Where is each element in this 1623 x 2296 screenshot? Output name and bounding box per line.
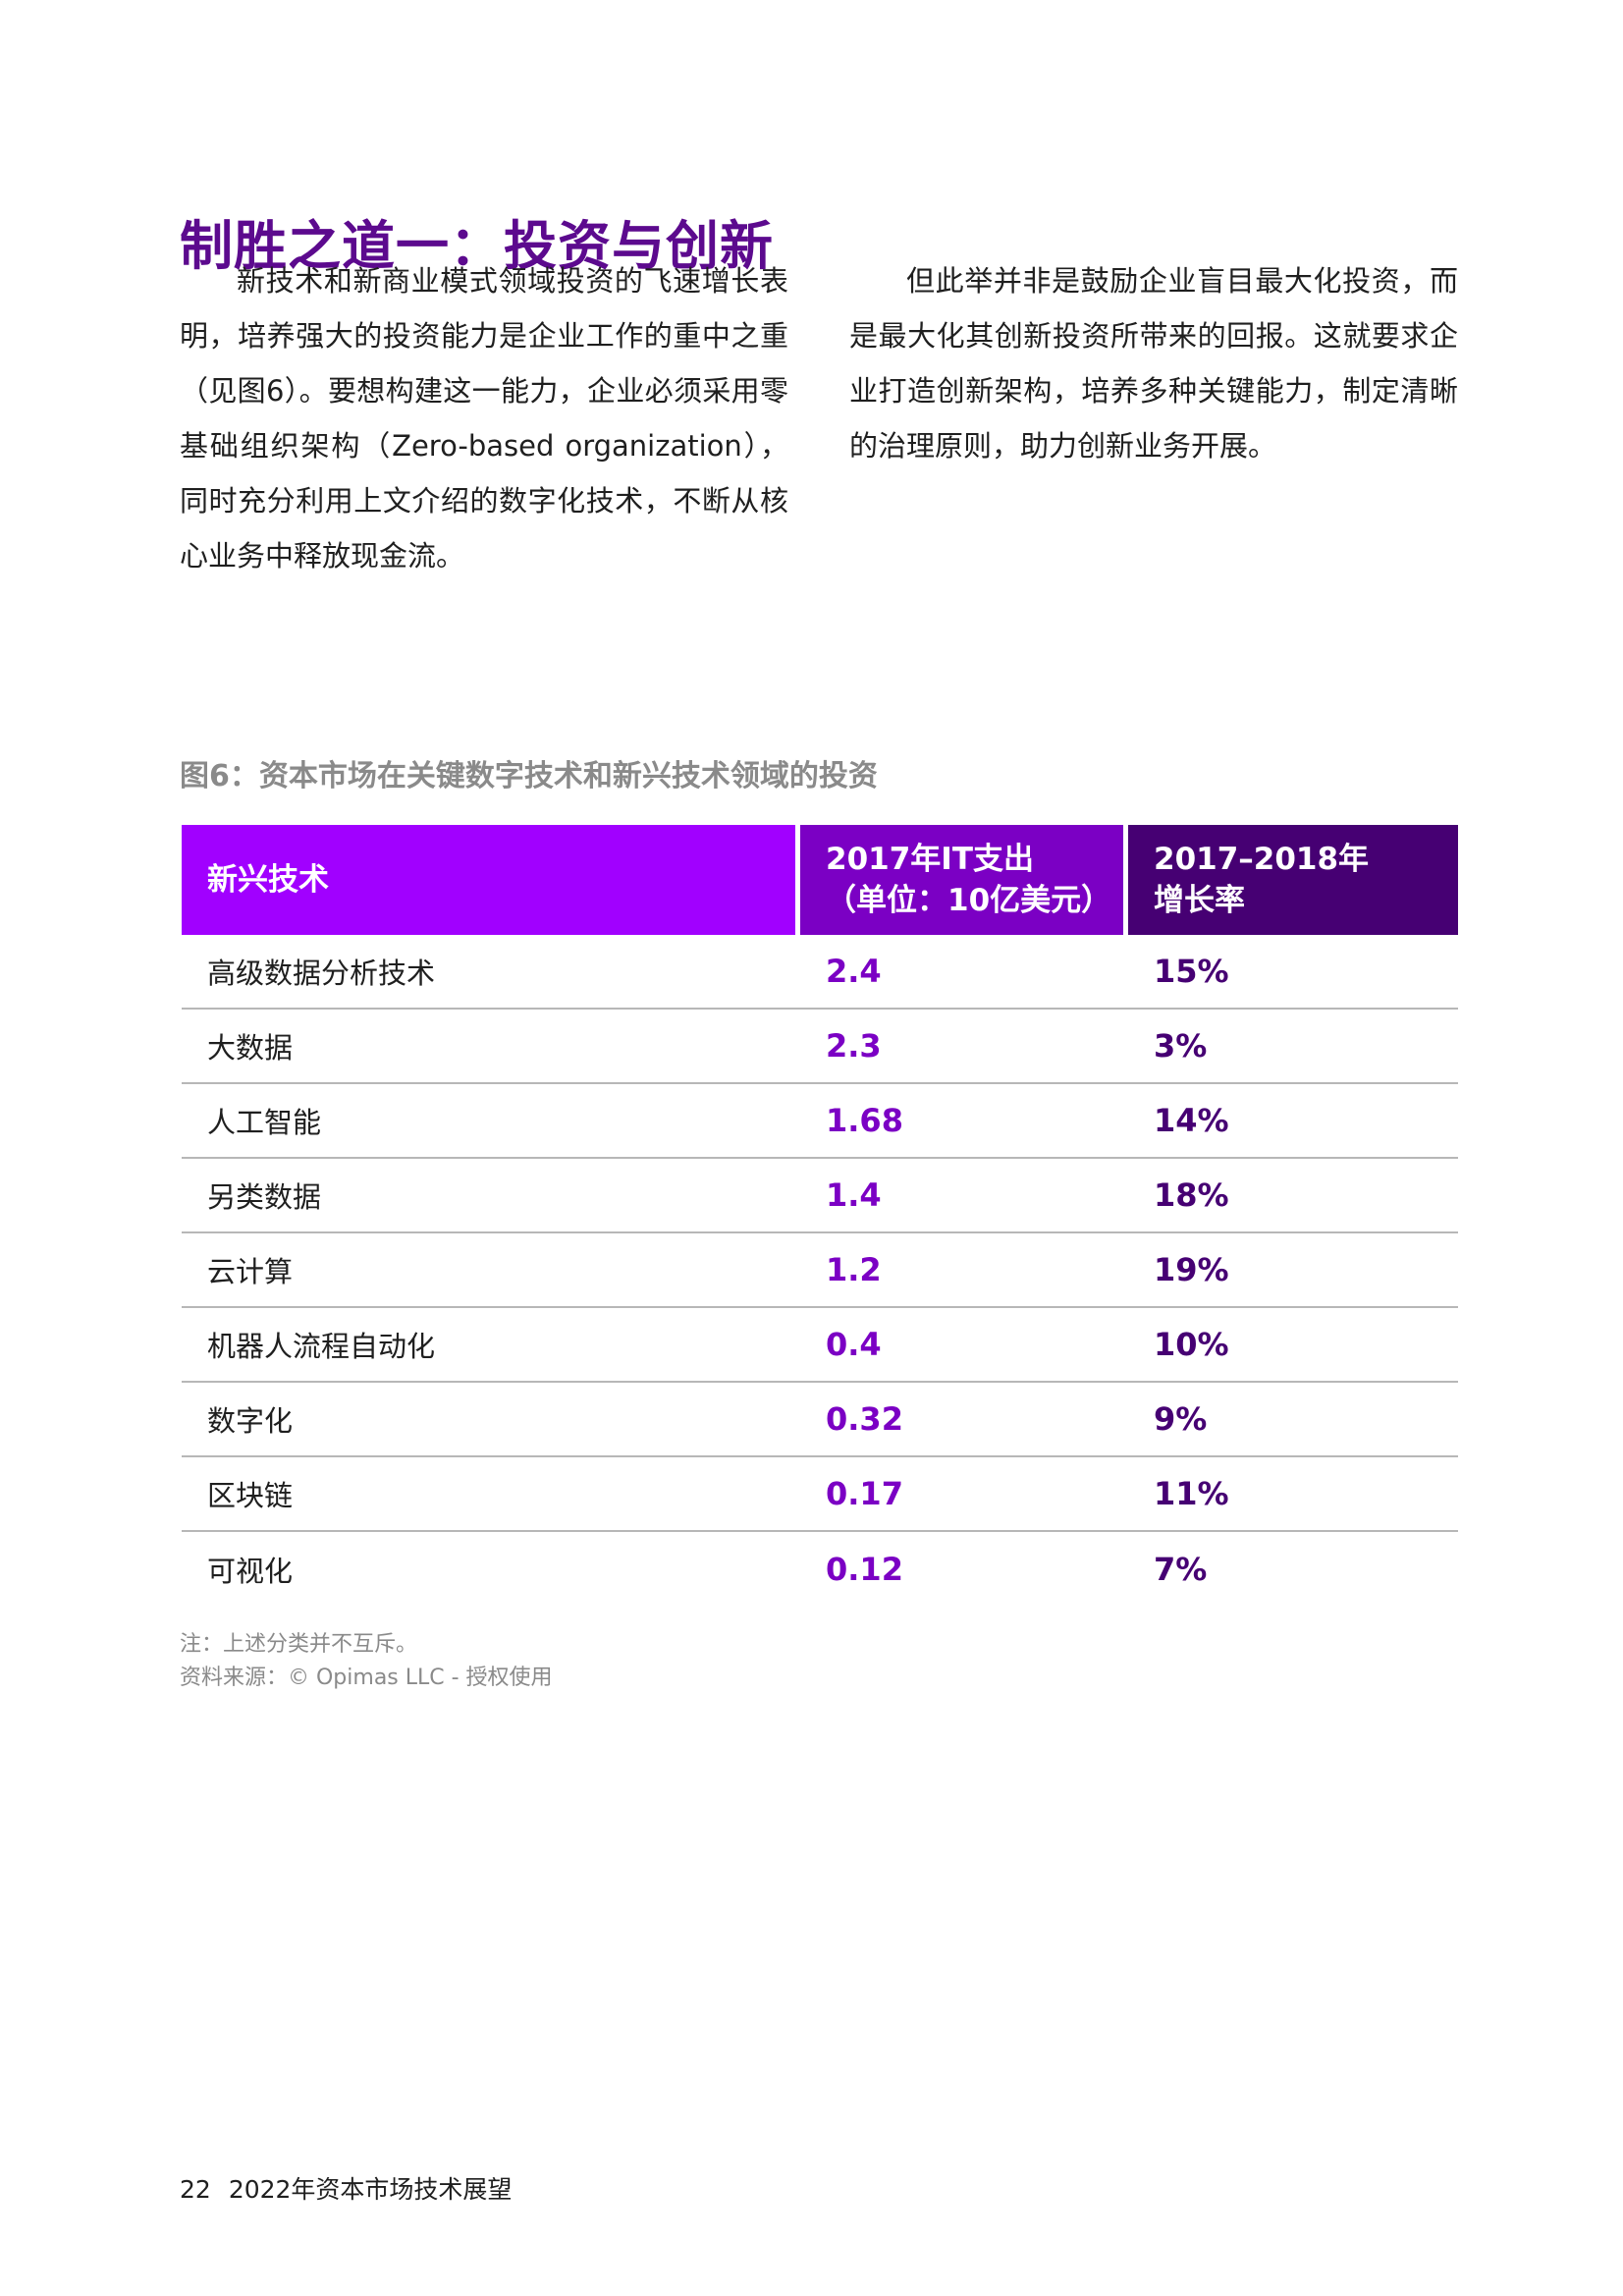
figure-title: 图6：资本市场在关键数字技术和新兴技术领域的投资 (180, 759, 878, 793)
header-it-spend: 2017年IT支出 （单位：10亿美元） (800, 825, 1128, 935)
technology-name: 区块链 (182, 1457, 800, 1532)
section-title: 制胜之道一：投资与创新 (180, 215, 774, 278)
it-spend-value: 1.68 (800, 1084, 1128, 1159)
technology-name: 可视化 (207, 1555, 294, 1588)
body-column-right: 但此举并非是鼓励企业盲目最大化投资，而是最大化其创新投资所带来的回报。这就要求企… (849, 253, 1458, 473)
paragraph-left: 新技术和新商业模式领域投资的飞速增长表明，培养强大的投资能力是企业工作的重中之重… (180, 264, 788, 573)
table-row: 另类数据 1.4 18% (182, 1159, 1458, 1233)
header-growth-rate-line2: 增长率 (1154, 883, 1245, 918)
it-spend-value: 2.3 (800, 1010, 1128, 1084)
table-row: 高级数据分析技术 2.4 15% (182, 935, 1458, 1010)
header-growth-rate: 2017–2018年 增长率 (1128, 825, 1458, 935)
table-row: 数字化 0.32 9% (182, 1383, 1458, 1457)
header-it-spend-line2: （单位：10亿美元） (826, 883, 1112, 918)
it-spend-value: 0.4 (800, 1308, 1128, 1383)
growth-rate-value: 15% (1128, 935, 1458, 1010)
technology-name: 云计算 (182, 1233, 800, 1308)
it-spend-value: 2.4 (800, 935, 1128, 1010)
it-spend-value: 1.2 (800, 1233, 1128, 1308)
technology-name: 机器人流程自动化 (182, 1308, 800, 1383)
figure-notes: 注：上述分类并不互斥。 资料来源：© Opimas LLC - 授权使用 (180, 1628, 553, 1695)
growth-rate-value: 14% (1128, 1084, 1458, 1159)
publication-title: 2022年资本市场技术展望 (228, 2175, 513, 2204)
paragraph-right: 但此举并非是鼓励企业盲目最大化投资，而是最大化其创新投资所带来的回报。这就要求企… (849, 264, 1458, 463)
technology-name: 人工智能 (182, 1084, 800, 1159)
page-footer: 22 2022年资本市场技术展望 (180, 2170, 512, 2206)
investment-table: 新兴技术 2017年IT支出 （单位：10亿美元） 2017–2018年 增长率… (182, 825, 1458, 1607)
technology-name: 数字化 (182, 1383, 800, 1457)
it-spend-value: 0.12 (826, 1551, 903, 1588)
header-technology: 新兴技术 (182, 825, 800, 935)
growth-rate-value: 3% (1128, 1010, 1458, 1084)
technology-name: 高级数据分析技术 (182, 935, 800, 1010)
table-row: 区块链 0.17 11% (182, 1457, 1458, 1532)
growth-rate-value: 7% (1154, 1551, 1208, 1588)
table-row: 机器人流程自动化 0.4 10% (182, 1308, 1458, 1383)
technology-name: 另类数据 (182, 1159, 800, 1233)
header-growth-rate-line1: 2017–2018年 (1154, 842, 1370, 877)
figure-note: 注：上述分类并不互斥。 (180, 1632, 418, 1657)
table-row: 可视化 0.12 7% (182, 1532, 1458, 1607)
table-header-row: 新兴技术 2017年IT支出 （单位：10亿美元） 2017–2018年 增长率 (182, 825, 1458, 935)
it-spend-value: 0.32 (800, 1383, 1128, 1457)
table-row: 云计算 1.2 19% (182, 1233, 1458, 1308)
technology-name: 大数据 (182, 1010, 800, 1084)
figure-source: 资料来源：© Opimas LLC - 授权使用 (180, 1666, 553, 1690)
header-technology-label: 新兴技术 (207, 862, 329, 898)
growth-rate-value: 9% (1128, 1383, 1458, 1457)
it-spend-value: 1.4 (800, 1159, 1128, 1233)
page-number: 22 (180, 2175, 211, 2204)
it-spend-value: 0.17 (800, 1457, 1128, 1532)
growth-rate-value: 19% (1128, 1233, 1458, 1308)
growth-rate-value: 11% (1128, 1457, 1458, 1532)
growth-rate-value: 18% (1128, 1159, 1458, 1233)
header-it-spend-line1: 2017年IT支出 (826, 842, 1034, 877)
table-row: 大数据 2.3 3% (182, 1010, 1458, 1084)
table-row: 人工智能 1.68 14% (182, 1084, 1458, 1159)
growth-rate-value: 10% (1128, 1308, 1458, 1383)
body-column-left: 新技术和新商业模式领域投资的飞速增长表明，培养强大的投资能力是企业工作的重中之重… (180, 253, 788, 583)
